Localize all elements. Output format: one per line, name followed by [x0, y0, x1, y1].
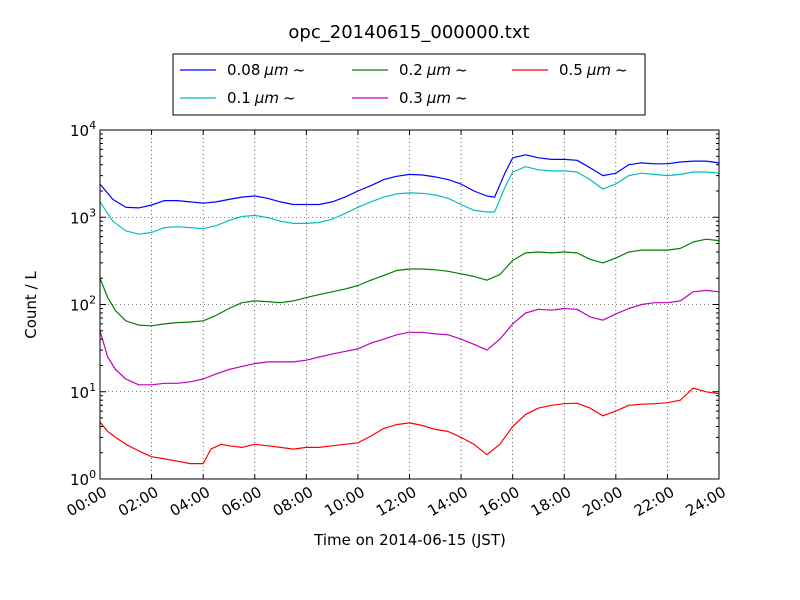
x-tick-label: 22:00 — [631, 483, 677, 520]
y-tick-label: 100 — [70, 468, 96, 489]
x-tick-label: 04:00 — [167, 483, 213, 520]
x-axis-label: Time on 2014-06-15 (JST) — [313, 531, 506, 549]
legend-label-tilde: ~ — [615, 61, 628, 79]
y-tick-label: 103 — [70, 206, 96, 227]
legend-label-size: 0.1 — [227, 89, 251, 107]
y-tick-label-exponent: 0 — [89, 468, 96, 481]
x-tick-label: 12:00 — [373, 483, 419, 520]
y-tick-label-exponent: 2 — [89, 294, 96, 307]
legend-label: 0.08 μm ~ — [227, 61, 305, 79]
y-tick-label-base: 10 — [70, 297, 89, 315]
legend-label-tilde: ~ — [293, 61, 306, 79]
legend-label-unit: μm — [263, 61, 288, 79]
y-tick-label-exponent: 4 — [89, 119, 96, 132]
x-tick-label: 20:00 — [579, 483, 625, 520]
chart-title: opc_20140615_000000.txt — [288, 22, 529, 43]
legend-label-unit: μm — [586, 61, 611, 79]
legend-frame — [172, 53, 646, 116]
series-line-2 — [99, 238, 720, 327]
legend-label-unit: μm — [426, 89, 451, 107]
y-tick-label: 102 — [70, 294, 96, 315]
x-tick-label: 18:00 — [528, 483, 574, 520]
series-line-0 — [99, 154, 720, 209]
y-axis-label: Count / L — [22, 271, 40, 339]
legend-label: 0.5 μm ~ — [559, 61, 628, 79]
legend-label-size: 0.5 — [559, 61, 583, 79]
y-tick-label-exponent: 3 — [89, 206, 96, 219]
series-layer — [99, 154, 720, 465]
y-tick-label: 104 — [70, 119, 96, 140]
legend-label-tilde: ~ — [455, 89, 468, 107]
y-tick-label-exponent: 1 — [89, 381, 96, 394]
x-tick-label: 10:00 — [321, 483, 367, 520]
legend-label-unit: μm — [254, 89, 279, 107]
series-line-4 — [99, 387, 720, 465]
legend-label-size: 0.08 — [227, 61, 260, 79]
legend-label-size: 0.2 — [399, 61, 423, 79]
x-tick-label: 14:00 — [425, 483, 471, 520]
legend-label-size: 0.3 — [399, 89, 423, 107]
y-tick-label-base: 10 — [70, 384, 89, 402]
series-line-3 — [99, 289, 720, 386]
x-tick-label: 02:00 — [115, 483, 161, 520]
legend-label-tilde: ~ — [283, 89, 296, 107]
y-tick-label-base: 10 — [70, 122, 89, 140]
legend-label: 0.1 μm ~ — [227, 89, 296, 107]
legend-label: 0.3 μm ~ — [399, 89, 468, 107]
y-tick-label: 101 — [70, 381, 96, 402]
x-axis: 00:00 02:00 04:00 06:00 08:00 10:00 12:00 14:00… — [64, 130, 729, 520]
legend-label-unit: μm — [426, 61, 451, 79]
grid — [100, 130, 719, 479]
legend-label-tilde: ~ — [455, 61, 468, 79]
y-tick-label-base: 10 — [70, 209, 89, 227]
x-tick-label: 24:00 — [683, 483, 729, 520]
x-tick-label: 16:00 — [476, 483, 522, 520]
x-tick-label: 06:00 — [218, 483, 264, 520]
legend-label: 0.2 μm ~ — [399, 61, 468, 79]
series-line-1 — [99, 166, 720, 235]
x-tick-label: 08:00 — [270, 483, 316, 520]
legend: 0.08 μm ~0.1 μm ~0.2 μm ~0.3 μm ~0.5 μm ~ — [172, 53, 646, 116]
y-tick-label-base: 10 — [70, 471, 89, 489]
